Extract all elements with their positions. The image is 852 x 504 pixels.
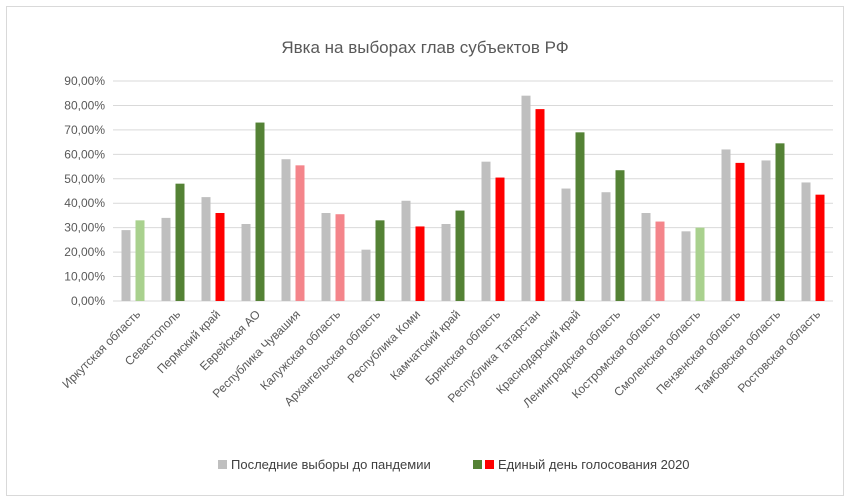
bar-2020 — [775, 143, 785, 301]
legend-label: Последние выборы до пандемии — [231, 457, 431, 472]
legend-swatch — [473, 460, 482, 469]
bar-2020 — [495, 177, 505, 301]
bar-before — [241, 224, 251, 301]
y-tick-label: 70,00% — [64, 123, 105, 137]
bar-before — [561, 188, 571, 301]
bar-2020 — [335, 214, 345, 301]
bar-before — [121, 230, 131, 301]
bar-before — [281, 159, 291, 301]
x-tick-label: Республика Коми — [345, 307, 423, 385]
x-tick-label: Брянская область — [423, 307, 504, 388]
bar-before — [321, 213, 331, 301]
bar-before — [681, 231, 691, 301]
chart-svg: Явка на выборах глав субъектов РФ 0,00% 1… — [59, 38, 833, 472]
bar-2020 — [695, 227, 705, 301]
x-tick-label: Камчатский край — [387, 307, 463, 383]
y-tick-label: 20,00% — [64, 245, 105, 259]
y-tick-label: 90,00% — [64, 74, 105, 88]
bar-2020 — [135, 220, 145, 301]
y-axis: 0,00% 10,00% 20,00% 30,00% 40,00% 50,00% 60,00… — [64, 74, 105, 308]
legend-swatch — [218, 460, 227, 469]
grid — [113, 80, 833, 302]
y-tick-label: 50,00% — [64, 172, 105, 186]
bar-before — [161, 217, 171, 301]
bar-2020 — [375, 220, 385, 301]
chart-title: Явка на выборах глав субъектов РФ — [281, 38, 568, 57]
legend-swatch — [485, 460, 494, 469]
chart-area: Явка на выборах глав субъектов РФ 0,00% 1… — [6, 6, 844, 496]
bar-before — [601, 192, 611, 301]
bar-2020 — [575, 132, 585, 301]
bar-before — [521, 95, 531, 302]
bar-before — [481, 161, 491, 301]
bar-before — [801, 182, 811, 301]
legend-label: Единый день голосования 2020 — [498, 457, 690, 472]
bar-before — [401, 200, 411, 301]
bar-before — [441, 224, 451, 301]
y-tick-label: 40,00% — [64, 196, 105, 210]
bar-before — [641, 213, 651, 301]
y-tick-label: 30,00% — [64, 221, 105, 235]
bar-2020 — [295, 165, 305, 301]
bar-before — [201, 197, 211, 301]
y-tick-label: 0,00% — [71, 294, 105, 308]
bar-2020 — [535, 109, 545, 301]
bar-before — [721, 149, 731, 301]
bar-2020 — [175, 183, 185, 301]
y-tick-label: 80,00% — [64, 98, 105, 112]
bar-before — [361, 249, 371, 301]
bar-2020 — [655, 221, 665, 301]
bars — [121, 95, 825, 302]
bar-2020 — [455, 210, 465, 301]
bar-2020 — [215, 213, 225, 301]
bar-2020 — [815, 194, 825, 301]
y-tick-label: 10,00% — [64, 270, 105, 284]
bar-2020 — [255, 122, 265, 301]
bar-2020 — [615, 170, 625, 301]
bar-2020 — [415, 226, 425, 301]
bar-2020 — [735, 162, 745, 301]
y-tick-label: 60,00% — [64, 147, 105, 161]
legend: Последние выборы до пандемии Единый день … — [218, 457, 690, 472]
bar-before — [761, 160, 771, 301]
